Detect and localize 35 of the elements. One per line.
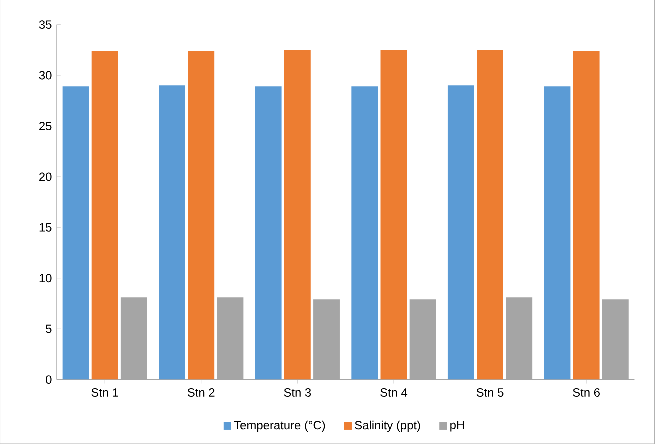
y-tick-label: 20 [40,172,52,182]
y-tick-label: 25 [40,122,52,130]
bar [477,50,504,380]
y-tick-label: 15 [40,223,52,232]
bar [159,86,186,380]
legend-label: Temperature (°C) [234,420,326,432]
x-tick-label: Stn 3 [284,388,312,397]
bar [544,86,571,380]
bar [380,50,408,380]
x-tick-label: Stn 4 [380,388,408,397]
y-tick-label: 5 [46,324,52,334]
x-tick-label: Stn 2 [188,388,215,397]
bar [120,298,148,380]
x-tick-label: Stn 6 [573,388,600,397]
bar [573,51,600,380]
bar [255,86,282,380]
bar [284,50,311,380]
bar [410,300,436,380]
y-tick-label: 30 [39,71,52,80]
legend-label: Salinity (ppt) [355,420,420,432]
x-tick-label: Stn 5 [476,388,504,397]
bar [62,86,90,380]
bar [448,86,474,380]
y-tick-label: 35 [39,20,52,29]
bar [188,51,215,380]
bar [506,298,533,380]
y-tick-label: 0 [46,375,52,384]
bar [352,86,378,380]
bar [314,300,340,380]
y-tick-label: 10 [40,274,52,282]
bar [217,298,244,380]
bar [602,300,629,380]
legend-label: pH [450,420,464,432]
bar [92,51,118,380]
x-tick-label: Stn 1 [92,388,118,397]
